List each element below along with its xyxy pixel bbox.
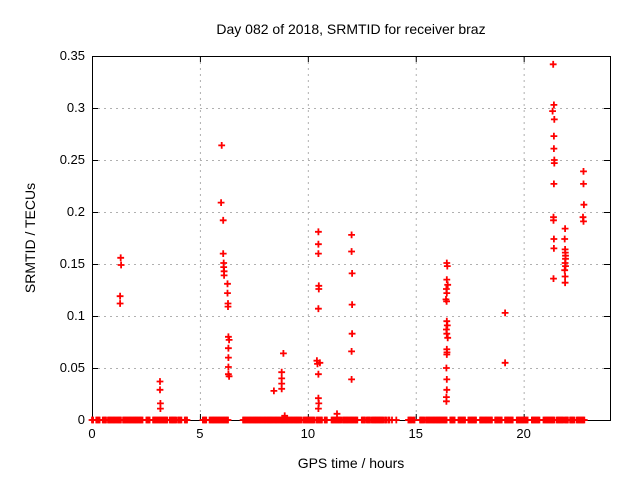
data-point-marker [217, 199, 225, 206]
data-point-marker [219, 216, 227, 224]
y-tick-label: 0.05 [59, 360, 85, 375]
data-point-marker [225, 336, 233, 344]
data-point-marker [550, 116, 558, 123]
data-point-marker [280, 350, 287, 357]
data-point-marker [315, 405, 322, 412]
data-point-marker [561, 225, 569, 232]
data-point-marker [549, 60, 557, 68]
zero-line-marker [224, 416, 232, 424]
data-point-marker [561, 266, 569, 274]
data-point-marker [220, 272, 228, 279]
data-point-marker [550, 245, 558, 252]
data-point-marker [580, 180, 587, 188]
data-point-marker [157, 405, 164, 412]
y-tick-label: 0.25 [59, 152, 85, 167]
data-point-marker [443, 386, 451, 394]
data-point-marker [443, 262, 451, 270]
data-point-marker [278, 368, 286, 376]
y-tick-label: 0.1 [66, 308, 85, 323]
data-point-marker [316, 359, 324, 367]
data-point-marker [501, 309, 509, 317]
data-point-marker [225, 372, 233, 380]
plot-border [92, 56, 611, 421]
y-tick-label: 0 [77, 412, 85, 427]
data-point-marker [444, 334, 452, 342]
data-point-marker [443, 364, 450, 372]
data-point-marker [156, 378, 164, 385]
data-point-marker [224, 303, 232, 310]
y-tick-label: 0.15 [59, 256, 85, 271]
chart-title: Day 082 of 2018, SRMTID for receiver bra… [216, 21, 486, 37]
zero-line-marker [392, 416, 400, 424]
data-point-marker [333, 410, 341, 418]
data-point-marker [348, 348, 355, 355]
data-point-marker [117, 254, 125, 262]
data-point-marker [550, 235, 558, 243]
data-point-marker [443, 276, 451, 283]
data-point-marker [550, 101, 558, 109]
data-point-marker [315, 250, 322, 257]
data-point-marker [580, 218, 587, 225]
data-point-marker [278, 385, 286, 393]
zero-line-marker [580, 416, 588, 424]
data-point-marker [561, 273, 569, 280]
data-point-marker [580, 201, 588, 209]
data-point-marker [315, 305, 322, 313]
data-point-marker [348, 301, 356, 308]
data-point-marker [315, 228, 322, 236]
x-axis-label: GPS time / hours [297, 455, 405, 471]
data-point-marker [550, 275, 557, 282]
data-point-marker [550, 145, 558, 152]
data-point-marker [550, 180, 558, 188]
x-tick-label: 20 [516, 426, 531, 441]
data-point-marker [443, 298, 450, 305]
x-tick-label: 5 [196, 426, 204, 441]
y-tick-label: 0.2 [66, 204, 85, 219]
data-point-marker [116, 292, 124, 300]
data-point-marker [443, 351, 451, 358]
data-point-marker [225, 344, 232, 352]
data-point-marker [549, 107, 556, 115]
data-point-marker [218, 142, 226, 149]
data-point-marker [270, 387, 278, 395]
data-point-marker [117, 261, 125, 269]
data-point-marker [224, 280, 231, 288]
data-point-marker [443, 397, 450, 405]
data-point-marker [219, 250, 227, 257]
data-point-marker [315, 370, 322, 378]
data-point-marker [156, 386, 164, 394]
data-point-marker [315, 285, 323, 293]
y-axis-label: SRMTID / TECUs [22, 182, 38, 294]
zero-line-marker [183, 416, 191, 424]
x-tick-label: 10 [300, 426, 316, 441]
data-point-marker [116, 300, 124, 307]
y-tick-label: 0.3 [66, 100, 85, 115]
data-point-marker [315, 240, 322, 248]
data-point-marker [348, 376, 355, 383]
data-point-marker [501, 359, 509, 367]
data-point-marker [443, 376, 451, 383]
data-point-marker [443, 330, 451, 338]
x-tick-label: 0 [88, 426, 96, 441]
data-point-marker [281, 412, 289, 420]
data-point-marker [561, 279, 569, 287]
data-point-marker [225, 354, 232, 361]
data-point-marker [443, 289, 451, 297]
data-point-marker [550, 132, 558, 140]
data-point-marker [550, 216, 557, 224]
y-tick-label: 0.35 [59, 48, 85, 63]
x-tick-label: 15 [408, 426, 423, 441]
data-point-marker [580, 168, 587, 175]
data-point-marker [348, 231, 355, 239]
data-point-marker [348, 248, 355, 255]
data-point-marker [224, 289, 231, 297]
data-point-marker [225, 363, 232, 371]
data-point-marker [348, 270, 356, 277]
data-point-marker [550, 159, 558, 167]
data-point-marker [348, 330, 356, 338]
data-point-marker [444, 281, 452, 289]
data-point-marker [561, 235, 569, 243]
